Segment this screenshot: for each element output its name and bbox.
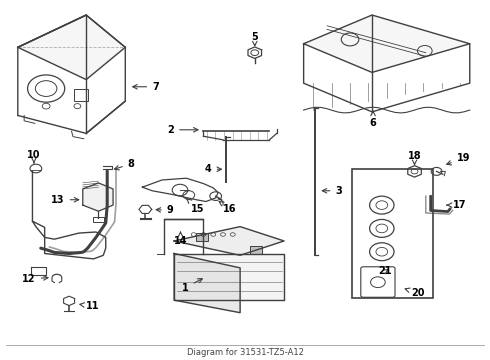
Text: 18: 18: [408, 150, 421, 165]
Text: 5: 5: [251, 32, 258, 46]
Bar: [352, 169, 433, 298]
Text: 7: 7: [133, 82, 159, 92]
Text: 15: 15: [187, 199, 205, 214]
Text: 2: 2: [168, 125, 198, 135]
Polygon shape: [174, 226, 284, 255]
Text: 3: 3: [322, 186, 342, 196]
Polygon shape: [174, 253, 284, 300]
Text: 1: 1: [182, 279, 202, 293]
Text: 10: 10: [27, 150, 41, 163]
Polygon shape: [304, 15, 470, 72]
Polygon shape: [83, 183, 113, 211]
Text: 6: 6: [369, 111, 376, 128]
Text: 20: 20: [405, 288, 425, 298]
Bar: [250, 246, 262, 253]
Text: 14: 14: [174, 232, 187, 246]
Text: 19: 19: [447, 153, 470, 165]
Polygon shape: [18, 15, 125, 80]
Text: Diagram for 31531-TZ5-A12: Diagram for 31531-TZ5-A12: [187, 348, 303, 357]
Text: 17: 17: [447, 200, 466, 210]
Bar: [74, 89, 88, 101]
Text: 11: 11: [80, 301, 99, 311]
Text: 4: 4: [205, 164, 221, 174]
Text: 9: 9: [156, 206, 173, 216]
Polygon shape: [174, 253, 240, 313]
Bar: [93, 217, 104, 222]
Text: 21: 21: [378, 266, 392, 276]
Text: 16: 16: [219, 202, 237, 214]
Text: 13: 13: [51, 195, 79, 205]
Text: 12: 12: [23, 274, 48, 284]
Bar: [196, 233, 208, 241]
Text: 8: 8: [115, 159, 135, 170]
